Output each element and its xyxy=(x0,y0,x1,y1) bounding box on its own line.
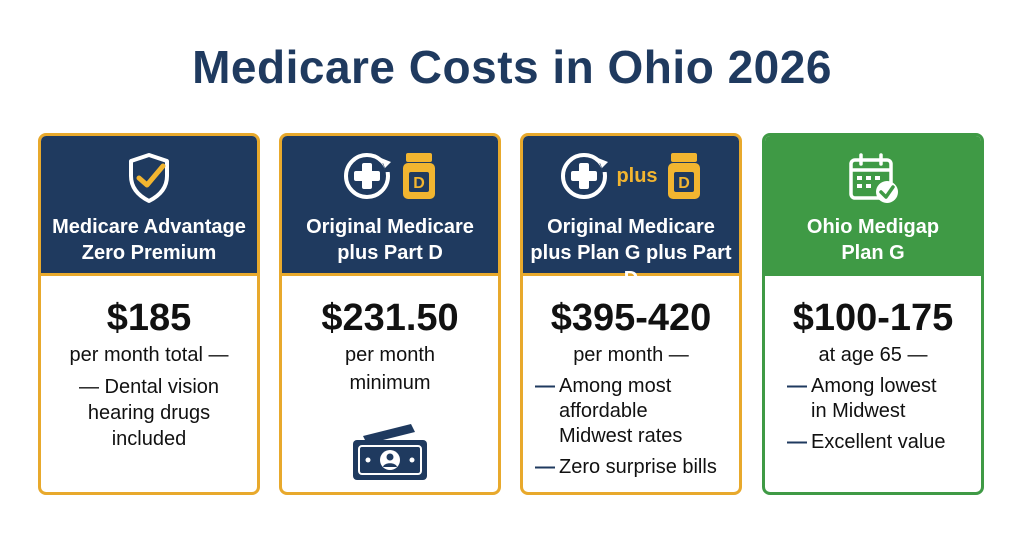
card-medicare-advantage: Medicare Advantage Zero Premium $185 per… xyxy=(38,133,260,495)
list-item: — Among most affordable Midwest rates xyxy=(535,374,727,449)
dash-icon: — xyxy=(787,375,807,397)
card-title-line2: plus Part D xyxy=(337,242,443,264)
card-header: Ohio Medigap Plan G xyxy=(765,136,981,276)
list-item: — Zero surprise bills xyxy=(535,455,727,480)
card-original-medicare-plan-g-part-d: plus D Original Medicare plus Plan G plu… xyxy=(520,133,742,495)
pill-letter: D xyxy=(678,175,690,192)
price-subtitle-2: minimum xyxy=(349,372,431,394)
list-item: — Among lowest in Midwest xyxy=(787,374,969,424)
card-title-line1: Medicare Advantage xyxy=(52,216,246,238)
svg-text:D: D xyxy=(413,175,425,192)
card-ohio-medigap-plan-g: Ohio Medigap Plan G $100-175 at age 65 —… xyxy=(762,133,984,495)
bullet-line: — Dental vision xyxy=(78,376,220,398)
card-header: Medicare Advantage Zero Premium xyxy=(41,136,257,276)
price-subtitle: per month — xyxy=(573,344,689,366)
card-original-medicare-part-d: D Original Medicare plus Part D $231.50 … xyxy=(279,133,501,495)
price: $185 xyxy=(106,297,192,339)
bullet-line: Among most xyxy=(559,375,672,397)
page-title: Medicare Costs in Ohio 2026 xyxy=(192,41,832,93)
price-subtitle: per month total — xyxy=(69,344,229,366)
dash-icon: — xyxy=(535,456,555,478)
bullet-text: Zero surprise bills xyxy=(559,456,717,478)
card-title-line2: Zero Premium xyxy=(81,242,217,264)
price-subtitle: at age 65 — xyxy=(818,344,928,366)
bullet-text: Excellent value xyxy=(811,431,946,453)
medical-plus-icon xyxy=(344,153,391,199)
bullet-line: in Midwest xyxy=(811,400,906,422)
card-header: plus D Original Medicare plus Plan G plu… xyxy=(523,136,739,290)
bullet-line: affordable xyxy=(559,400,648,422)
card-title-line1: Ohio Medigap xyxy=(806,216,940,238)
price: $395-420 xyxy=(550,297,712,339)
banknote-icon xyxy=(353,424,427,480)
shield-check-icon xyxy=(129,153,169,203)
pill-bottle-icon: D xyxy=(403,153,435,199)
bullet-line: hearing drugs xyxy=(87,402,211,424)
price: $231.50 xyxy=(321,297,459,339)
card-title-line2: plus Plan G plus Part D xyxy=(530,242,732,290)
card-header: D Original Medicare plus Part D xyxy=(282,136,498,276)
dash-icon: — xyxy=(787,431,807,453)
card-title-line2: Plan G xyxy=(841,242,905,264)
list-item: — Excellent value xyxy=(787,430,969,455)
dash-icon: — xyxy=(535,375,555,397)
card-title-line1: Original Medicare xyxy=(547,216,715,238)
price-subtitle: per month xyxy=(344,344,436,366)
plus-label: plus xyxy=(616,164,658,187)
pill-bottle-icon: D xyxy=(667,153,700,199)
bullet-line: included xyxy=(111,428,187,450)
calendar-check-icon xyxy=(849,153,898,203)
card-title-line1: Original Medicare xyxy=(306,216,474,238)
bullet-line: Among lowest xyxy=(811,375,937,397)
price: $100-175 xyxy=(792,297,954,339)
bullet-line: Midwest rates xyxy=(559,425,683,447)
medical-plus-icon xyxy=(561,153,609,199)
